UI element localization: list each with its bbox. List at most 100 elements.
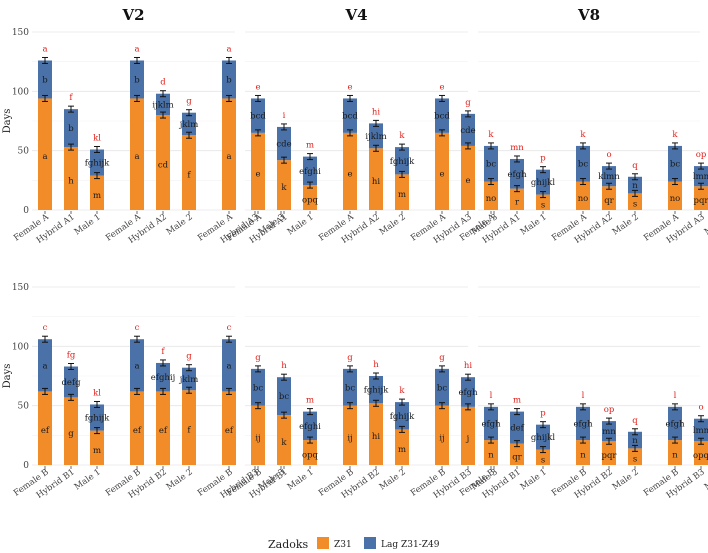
bar-segment-z31 [38,391,52,465]
bar-segment-lag [130,60,144,99]
bar-segment-z31 [510,443,524,465]
bar-lower-label: n [580,451,586,461]
bar-segment-z31 [182,390,196,465]
bar-segment-lag [64,109,78,148]
bar-top-label: i [283,111,286,121]
bar-upper-label: fghijk [364,386,389,396]
bar-segment-lag [628,431,642,449]
bar-upper-label: lmn [693,172,708,182]
bar-upper-label: fghijk [390,412,415,422]
bar-top-label: k [399,131,405,141]
bar-segment-lag [536,169,550,195]
bar-upper-label: bc [578,160,588,170]
bar-segment-z31 [156,115,170,210]
bar-lower-label: opq [302,451,319,461]
bar-top-label: d [160,78,166,88]
bar-segment-z31 [222,98,236,210]
bar-segment-z31 [38,98,52,210]
bar-segment-lag [461,377,475,407]
bar-upper-label: efgh [573,419,593,429]
x-tick-label: Male 1 [286,467,316,492]
bar-upper-label: bc [345,383,355,393]
y-tick-label: 150 [12,283,29,293]
bar-upper-label: b [134,75,140,85]
bar-lower-label: f [187,426,191,436]
bar-segment-z31 [668,181,682,210]
bar-segment-lag [90,149,104,176]
bar-upper-label: n [632,436,638,446]
bar-top-label: g [465,98,471,108]
facet-title-v4: V4 [344,6,367,24]
bar-segment-z31 [64,397,78,465]
y-tick-label: 50 [18,402,30,412]
bar-lower-label: n [672,451,678,461]
bar-segment-lag [435,98,449,133]
bar-segment-z31 [435,132,449,210]
bar-top-label: o [606,150,611,160]
bar-segment-z31 [251,405,265,465]
bar-upper-label: efghi [299,422,321,432]
bar-segment-z31 [277,160,291,210]
bar-segment-lag [484,406,498,441]
bar-upper-label: efgh [507,170,527,180]
bar-segment-lag [182,367,196,391]
bar-segment-lag [628,176,642,194]
bar-segment-z31 [395,429,409,465]
bar-upper-label: ghijkl [531,433,555,443]
bar-upper-label: bcd [250,112,266,122]
bar-top-label: h [281,361,287,371]
bar-lower-label: s [541,455,545,465]
bar-lower-label: e [347,169,352,179]
bar-segment-z31 [130,98,144,210]
bar-segment-z31 [369,148,383,210]
bar-segment-z31 [602,186,616,210]
bar-segment-lag [277,126,291,161]
y-tick-label: 0 [23,206,29,216]
bar-top-label: g [255,353,261,363]
y-tick-label: 100 [12,87,29,97]
bar-upper-label: b [68,124,74,134]
bar-top-label: q [632,161,638,171]
bar-lower-label: ef [225,426,234,436]
bar-upper-label: bcd [434,112,450,122]
bar-segment-z31 [369,403,383,465]
bar-segment-lag [510,411,524,444]
bar-segment-lag [156,362,170,392]
bar-upper-label: efghi [299,167,321,177]
bar-segment-lag [461,113,475,146]
bar-segment-lag [251,368,265,406]
bar-top-label: q [632,416,638,426]
bar-top-label: fg [67,351,76,361]
bar-lower-label: pqr [694,196,708,206]
bar-lower-label: qr [512,452,522,462]
bar-segment-z31 [303,440,317,465]
legend-label-z31: Z31 [334,540,352,550]
legend-swatch-lag [364,537,376,549]
bar-segment-lag [576,406,590,441]
bar-top-label: g [186,97,192,107]
bar-upper-label: efgh [665,419,685,429]
bar-top-label: a [42,44,47,54]
bar-lower-label: s [633,200,637,210]
bar-upper-label: bc [486,160,496,170]
bar-segment-z31 [602,441,616,465]
bar-segment-z31 [251,132,265,210]
bar-upper-label: bc [279,392,289,402]
bar-top-label: k [672,130,678,140]
bar-segment-lag [694,418,708,442]
y-tick-label: 150 [12,28,29,38]
bar-upper-label: efgh [481,419,501,429]
bar-segment-lag [182,112,196,136]
bar-upper-label: klmn [598,172,620,182]
bar-top-label: c [135,323,140,333]
bar-top-label: p [540,409,546,419]
bar-lower-label: n [488,451,494,461]
bar-upper-label: b [226,75,232,85]
bar-segment-lag [38,60,52,99]
bar-top-label: c [227,323,232,333]
bar-segment-z31 [90,175,104,210]
